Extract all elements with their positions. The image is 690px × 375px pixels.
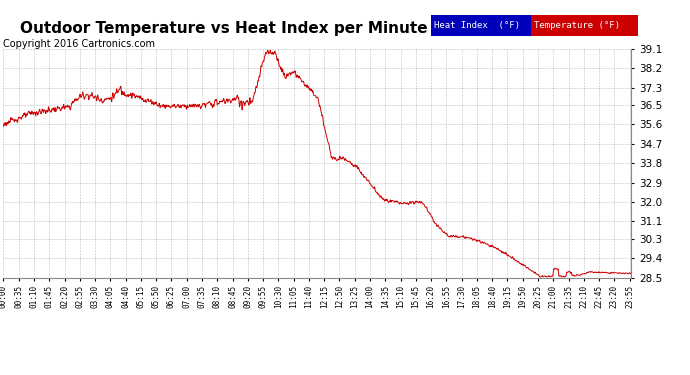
Text: Temperature (°F): Temperature (°F) bbox=[534, 21, 620, 30]
Text: Copyright 2016 Cartronics.com: Copyright 2016 Cartronics.com bbox=[3, 39, 155, 50]
Text: Outdoor Temperature vs Heat Index per Minute (24 Hours) 20160115: Outdoor Temperature vs Heat Index per Mi… bbox=[21, 21, 614, 36]
Text: Heat Index  (°F): Heat Index (°F) bbox=[434, 21, 520, 30]
